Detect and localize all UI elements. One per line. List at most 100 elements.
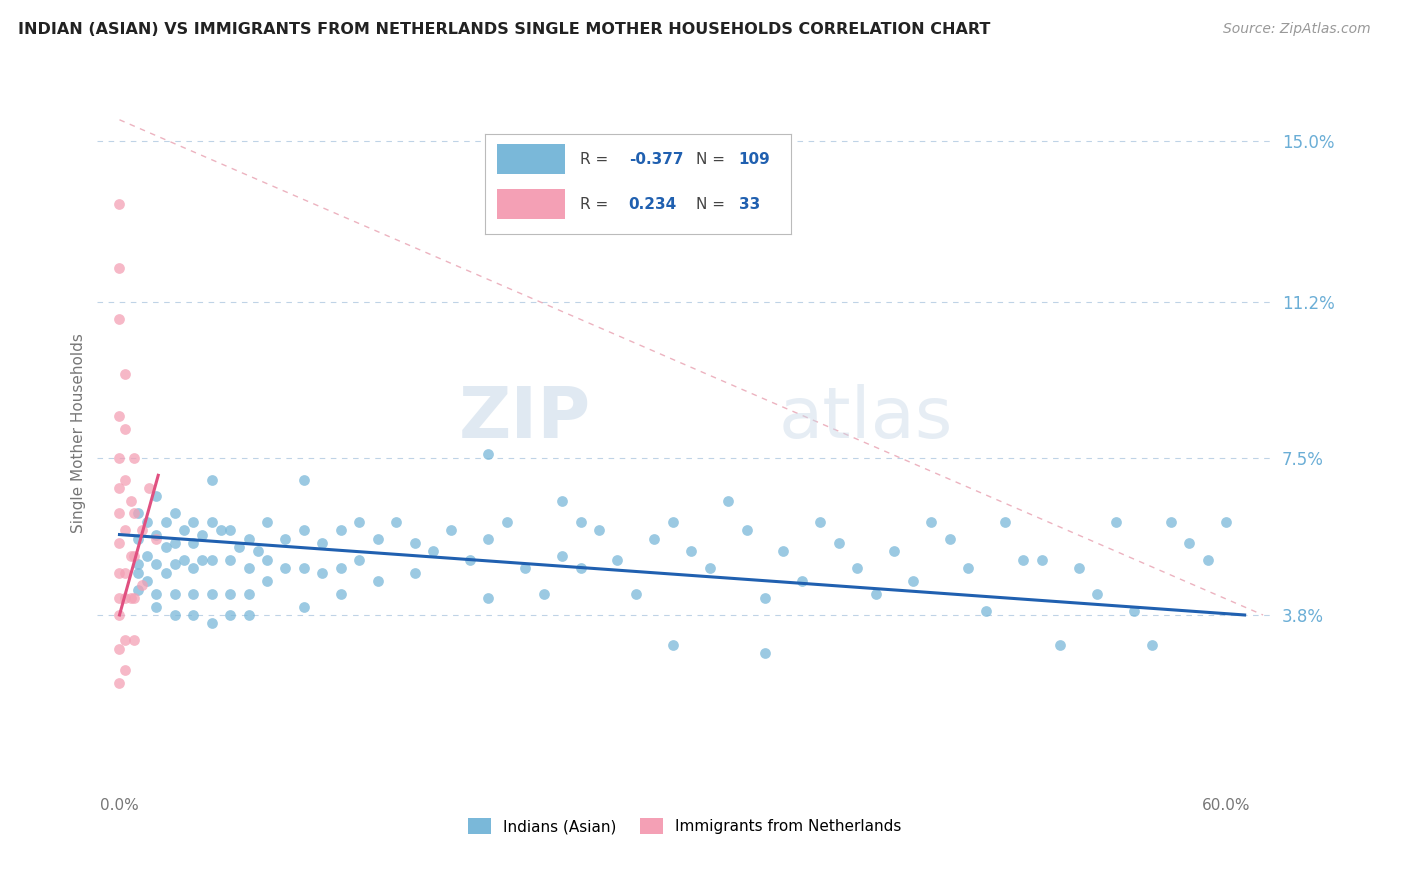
Point bbox=[163, 558, 186, 572]
Point bbox=[219, 553, 242, 567]
Point bbox=[256, 553, 278, 567]
Point bbox=[367, 574, 389, 588]
Point bbox=[754, 591, 776, 605]
Point bbox=[136, 515, 159, 529]
Point bbox=[155, 541, 177, 555]
Point bbox=[145, 599, 167, 614]
Point bbox=[108, 566, 131, 580]
Point bbox=[191, 527, 214, 541]
Point bbox=[145, 587, 167, 601]
Point bbox=[138, 481, 160, 495]
Point bbox=[122, 549, 145, 563]
Point bbox=[108, 311, 131, 326]
Point bbox=[1049, 638, 1071, 652]
Point bbox=[385, 515, 408, 529]
Point bbox=[662, 515, 685, 529]
Point bbox=[114, 663, 136, 677]
Point bbox=[145, 490, 167, 504]
Point bbox=[108, 507, 131, 521]
Point bbox=[311, 536, 333, 550]
Point bbox=[181, 515, 204, 529]
Point bbox=[367, 532, 389, 546]
Point bbox=[349, 515, 371, 529]
Point bbox=[458, 553, 481, 567]
Point bbox=[163, 607, 186, 622]
Text: Source: ZipAtlas.com: Source: ZipAtlas.com bbox=[1223, 22, 1371, 37]
Point bbox=[976, 604, 998, 618]
Text: ZIP: ZIP bbox=[458, 384, 591, 453]
Point bbox=[311, 566, 333, 580]
Point bbox=[256, 574, 278, 588]
Point bbox=[201, 473, 224, 487]
Point bbox=[120, 591, 142, 605]
Point bbox=[127, 507, 149, 521]
Point bbox=[155, 515, 177, 529]
Point bbox=[122, 591, 145, 605]
Point bbox=[201, 616, 224, 631]
Point bbox=[136, 549, 159, 563]
Point bbox=[1031, 553, 1053, 567]
Point bbox=[108, 536, 131, 550]
Point bbox=[846, 561, 869, 575]
Legend: Indians (Asian), Immigrants from Netherlands: Indians (Asian), Immigrants from Netherl… bbox=[468, 818, 901, 834]
Point bbox=[238, 587, 260, 601]
Point bbox=[122, 451, 145, 466]
Point bbox=[256, 515, 278, 529]
Point bbox=[246, 544, 269, 558]
Point bbox=[108, 451, 131, 466]
Point bbox=[120, 493, 142, 508]
Point bbox=[569, 561, 592, 575]
Point bbox=[191, 553, 214, 567]
Point bbox=[173, 524, 195, 538]
Point bbox=[643, 532, 665, 546]
Point bbox=[1067, 561, 1090, 575]
Point bbox=[219, 607, 242, 622]
Point bbox=[145, 527, 167, 541]
Point bbox=[994, 515, 1017, 529]
Point bbox=[131, 524, 153, 538]
Point bbox=[1123, 604, 1146, 618]
Point bbox=[1142, 638, 1164, 652]
Point bbox=[201, 515, 224, 529]
Point bbox=[404, 536, 426, 550]
Point bbox=[120, 549, 142, 563]
Point bbox=[238, 561, 260, 575]
Point bbox=[127, 558, 149, 572]
Point bbox=[754, 646, 776, 660]
Point bbox=[108, 481, 131, 495]
Point bbox=[114, 473, 136, 487]
Point bbox=[127, 566, 149, 580]
Point bbox=[114, 422, 136, 436]
Point bbox=[440, 524, 463, 538]
Point bbox=[219, 587, 242, 601]
Point bbox=[828, 536, 851, 550]
Point bbox=[228, 541, 250, 555]
Point bbox=[108, 675, 131, 690]
Point bbox=[477, 532, 499, 546]
Text: INDIAN (ASIAN) VS IMMIGRANTS FROM NETHERLANDS SINGLE MOTHER HOUSEHOLDS CORRELATI: INDIAN (ASIAN) VS IMMIGRANTS FROM NETHER… bbox=[18, 22, 991, 37]
Point bbox=[114, 566, 136, 580]
Point bbox=[238, 532, 260, 546]
Point bbox=[588, 524, 610, 538]
Point bbox=[181, 536, 204, 550]
Point bbox=[883, 544, 905, 558]
Point bbox=[136, 574, 159, 588]
Point bbox=[114, 591, 136, 605]
Point bbox=[292, 599, 315, 614]
Point bbox=[122, 633, 145, 648]
Point bbox=[1104, 515, 1126, 529]
Point bbox=[181, 561, 204, 575]
Point bbox=[108, 260, 131, 275]
Point bbox=[181, 607, 204, 622]
Point bbox=[1012, 553, 1035, 567]
Point bbox=[114, 367, 136, 381]
Point bbox=[624, 587, 647, 601]
Point bbox=[606, 553, 628, 567]
Point bbox=[292, 561, 315, 575]
Point bbox=[181, 587, 204, 601]
Point bbox=[292, 524, 315, 538]
Point bbox=[495, 515, 517, 529]
Point bbox=[717, 493, 740, 508]
Point bbox=[209, 524, 232, 538]
Text: atlas: atlas bbox=[779, 384, 953, 453]
